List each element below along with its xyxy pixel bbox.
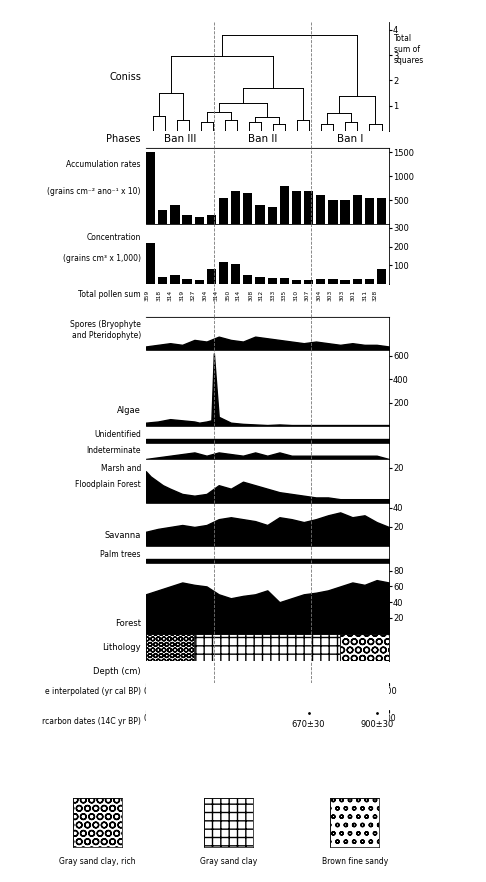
Text: Marsh and: Marsh and — [101, 464, 141, 474]
Bar — [243, 193, 253, 224]
Text: 100: 100 — [166, 713, 180, 722]
Bar — [207, 269, 216, 284]
Text: Phases: Phases — [106, 134, 141, 145]
Text: Depth (cm): Depth (cm) — [93, 668, 141, 676]
Text: 350: 350 — [225, 290, 230, 302]
Bar — [219, 198, 228, 224]
Text: 310: 310 — [294, 290, 299, 302]
Bar — [340, 280, 349, 284]
Text: 328: 328 — [373, 290, 378, 302]
Bar — [146, 243, 156, 284]
Bar — [292, 191, 301, 224]
Text: Floodplain Forest: Floodplain Forest — [75, 480, 141, 489]
Text: Spores (Bryophyte: Spores (Bryophyte — [70, 320, 141, 329]
Bar — [304, 191, 313, 224]
Text: and Pteridophyte): and Pteridophyte) — [72, 332, 141, 340]
Bar — [268, 278, 277, 284]
Bar — [194, 217, 204, 224]
Bar — [280, 186, 289, 224]
Bar — [207, 214, 216, 224]
Bar — [268, 207, 277, 224]
Text: 312: 312 — [259, 290, 264, 302]
Text: Coniss: Coniss — [109, 71, 141, 82]
Text: 327: 327 — [190, 290, 195, 302]
Text: Algae: Algae — [117, 407, 141, 415]
Text: Concentration: Concentration — [87, 233, 141, 243]
Bar — [183, 214, 191, 224]
Bar — [231, 191, 240, 224]
Text: 304: 304 — [202, 290, 208, 302]
Text: 670±30: 670±30 — [292, 720, 325, 729]
Bar — [377, 198, 386, 224]
Text: e interpolated (yr cal BP): e interpolated (yr cal BP) — [45, 686, 141, 696]
Bar — [243, 275, 253, 284]
Bar — [292, 280, 301, 284]
Text: 303: 303 — [339, 290, 345, 302]
Bar — [364, 198, 374, 224]
Text: 301: 301 — [350, 290, 355, 302]
Text: 307: 307 — [304, 290, 310, 302]
Text: 300: 300 — [220, 713, 234, 722]
Text: Gray sand clay, rich: Gray sand clay, rich — [59, 857, 136, 866]
Bar — [328, 279, 337, 284]
Text: Indeterminate: Indeterminate — [87, 446, 141, 455]
Text: 308: 308 — [248, 290, 253, 302]
Bar — [219, 262, 228, 284]
Bar — [146, 153, 156, 224]
Bar — [328, 200, 337, 224]
Bar — [340, 200, 349, 224]
Text: 304: 304 — [316, 290, 322, 302]
Text: Palm trees: Palm trees — [101, 550, 141, 559]
Text: Gray sand clay: Gray sand clay — [200, 857, 257, 866]
Bar — [353, 196, 362, 224]
Bar — [170, 275, 180, 284]
Text: 500: 500 — [274, 713, 288, 722]
Text: 319: 319 — [179, 290, 185, 302]
Text: Unidentified: Unidentified — [94, 430, 141, 439]
Bar — [304, 280, 313, 284]
Text: Ban III: Ban III — [164, 134, 196, 145]
Text: 335: 335 — [281, 290, 287, 302]
Text: 314: 314 — [236, 290, 241, 302]
Text: 359: 359 — [144, 290, 150, 302]
Text: 314: 314 — [213, 290, 218, 302]
Text: Accumulation rates: Accumulation rates — [67, 161, 141, 169]
Text: 314: 314 — [167, 290, 173, 302]
Bar — [183, 279, 191, 284]
Text: Total
sum of
squares: Total sum of squares — [394, 34, 424, 65]
Text: (grains cm³ x 1,000): (grains cm³ x 1,000) — [63, 254, 141, 263]
Bar — [316, 196, 326, 224]
Text: rcarbon dates (14C yr BP): rcarbon dates (14C yr BP) — [42, 717, 141, 726]
Bar — [256, 205, 264, 224]
Text: Total pollen sum: Total pollen sum — [78, 289, 141, 298]
Bar — [316, 279, 326, 284]
Bar — [194, 634, 340, 662]
Text: Brown fine sandy: Brown fine sandy — [322, 857, 388, 866]
Text: Savanna: Savanna — [104, 531, 141, 540]
Bar — [158, 277, 167, 284]
Bar — [280, 278, 289, 284]
Bar — [170, 205, 180, 224]
Text: Lithology: Lithology — [103, 643, 141, 652]
Text: 311: 311 — [362, 290, 367, 301]
Text: Ban II: Ban II — [248, 134, 277, 145]
Bar — [194, 280, 204, 284]
Bar — [377, 269, 386, 284]
Text: 318: 318 — [156, 290, 162, 302]
Bar — [146, 634, 194, 662]
Bar — [364, 279, 374, 284]
Bar — [231, 264, 240, 284]
Bar — [353, 279, 362, 284]
Bar — [256, 277, 264, 284]
Text: 900±30: 900±30 — [360, 720, 393, 729]
Bar — [340, 634, 389, 662]
Text: Ban I: Ban I — [337, 134, 363, 145]
Text: Forest: Forest — [115, 618, 141, 628]
Text: 303: 303 — [327, 290, 332, 302]
Text: (grains cm⁻² ano⁻¹ x 10): (grains cm⁻² ano⁻¹ x 10) — [48, 187, 141, 196]
Bar — [158, 210, 167, 224]
Text: 333: 333 — [271, 290, 276, 302]
